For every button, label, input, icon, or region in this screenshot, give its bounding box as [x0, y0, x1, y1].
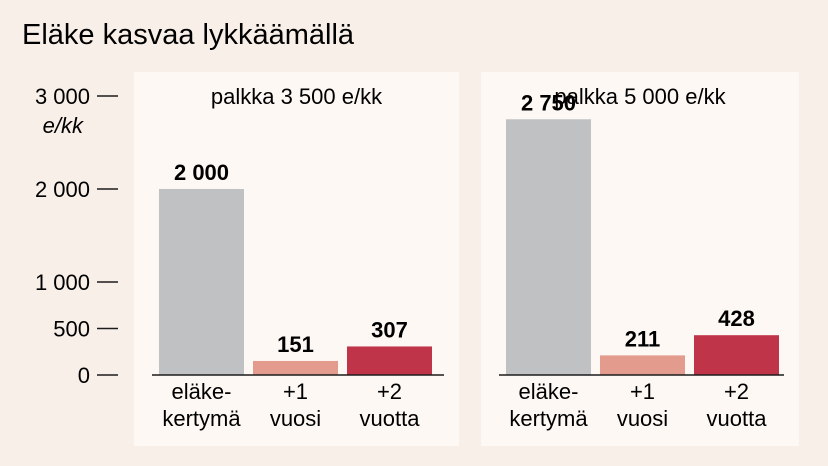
y-tick-label: 0: [78, 363, 90, 388]
bar-plus2: [347, 346, 432, 375]
value-label: 2 000: [174, 160, 229, 185]
value-label: 2 750: [521, 90, 576, 115]
value-label: 151: [277, 332, 314, 357]
category-label-base: eläke-kertymä: [509, 379, 588, 431]
category-label-plus1: +1 vuosi: [270, 379, 321, 431]
bar-base: [506, 119, 591, 375]
chart-title: Eläke kasvaa lykkäämällä: [22, 19, 355, 51]
bar-plus1: [600, 355, 685, 375]
category-label-plus2: +2 vuotta: [707, 379, 768, 431]
y-tick-label: 2 000: [35, 177, 90, 202]
category-label-plus2: +2 vuotta: [360, 379, 421, 431]
panel-1: palkka 3 500 e/kk 2 000 eläke-kertymä 151 +1…: [134, 72, 459, 446]
category-label-base: eläke-kertymä: [162, 379, 241, 431]
y-tick-label: 1 000: [35, 270, 90, 295]
panels-group: palkka 3 500 e/kk 2 000 eläke-kertymä 151 +1…: [134, 72, 799, 446]
panel-title: palkka 3 500 e/kk: [211, 84, 383, 109]
value-label: 428: [718, 306, 755, 331]
y-axis-unit: e/kk: [43, 113, 84, 138]
category-label-plus1: +1 vuosi: [617, 379, 668, 431]
y-tick-label: 3 000: [35, 84, 90, 109]
y-axis: 0 500 1 000 2 000 3 000 e/kk: [35, 84, 118, 388]
bar-plus2: [694, 335, 779, 375]
panel-2: palkka 5 000 e/kk2 750 eläke-kertymä 211 +1…: [481, 72, 799, 446]
value-label: 211: [625, 326, 661, 351]
bar-base: [159, 189, 244, 375]
panel-title: palkka 5 000 e/kk: [554, 84, 726, 109]
value-label: 307: [371, 317, 408, 342]
y-tick-label: 500: [53, 317, 90, 342]
bar-plus1: [253, 360, 338, 375]
